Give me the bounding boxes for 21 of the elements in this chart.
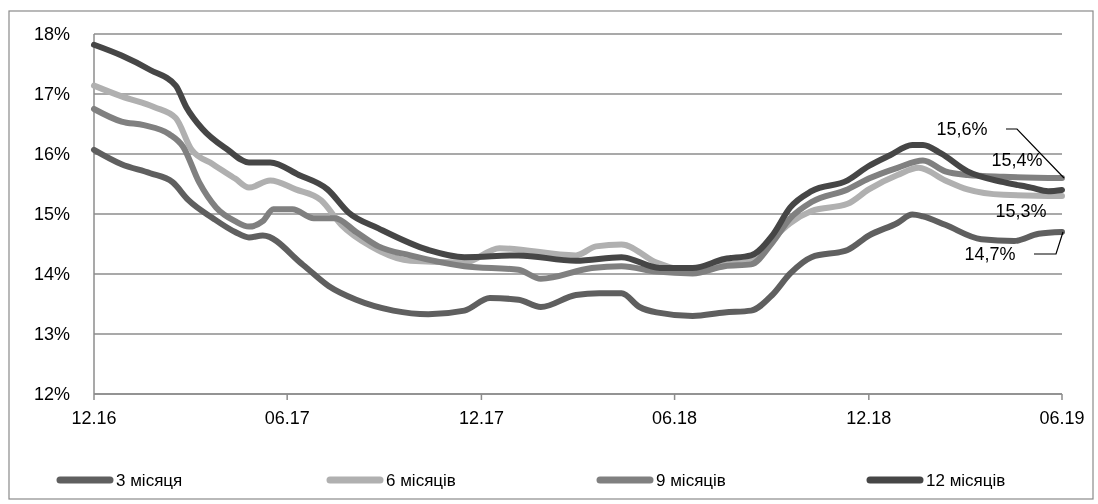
x-tick-label: 06.19 [1039, 408, 1085, 428]
y-tick-label: 17% [33, 84, 70, 104]
y-tick-label: 12% [33, 384, 70, 404]
y-tick-label: 14% [33, 264, 70, 284]
x-tick-label: 12.16 [71, 408, 117, 428]
legend-label: 3 місяця [116, 471, 183, 490]
y-tick-label: 15% [33, 204, 70, 224]
legend-label: 12 місяців [926, 471, 1006, 490]
x-tick-label: 12.18 [846, 408, 892, 428]
annotation: 15,6% [936, 119, 988, 139]
y-tick-label: 13% [33, 324, 70, 344]
y-tick-label: 18% [33, 24, 70, 44]
annotation: 14,7% [964, 244, 1016, 264]
annotation: 15,3% [995, 201, 1047, 221]
x-tick-label: 06.18 [652, 408, 698, 428]
legend-label: 6 місяців [386, 471, 456, 490]
x-tick-label: 06.17 [264, 408, 310, 428]
annotation: 15,4% [991, 150, 1043, 170]
legend-label: 9 місяців [656, 471, 726, 490]
x-tick-label: 12.17 [458, 408, 504, 428]
y-tick-label: 16% [33, 144, 70, 164]
